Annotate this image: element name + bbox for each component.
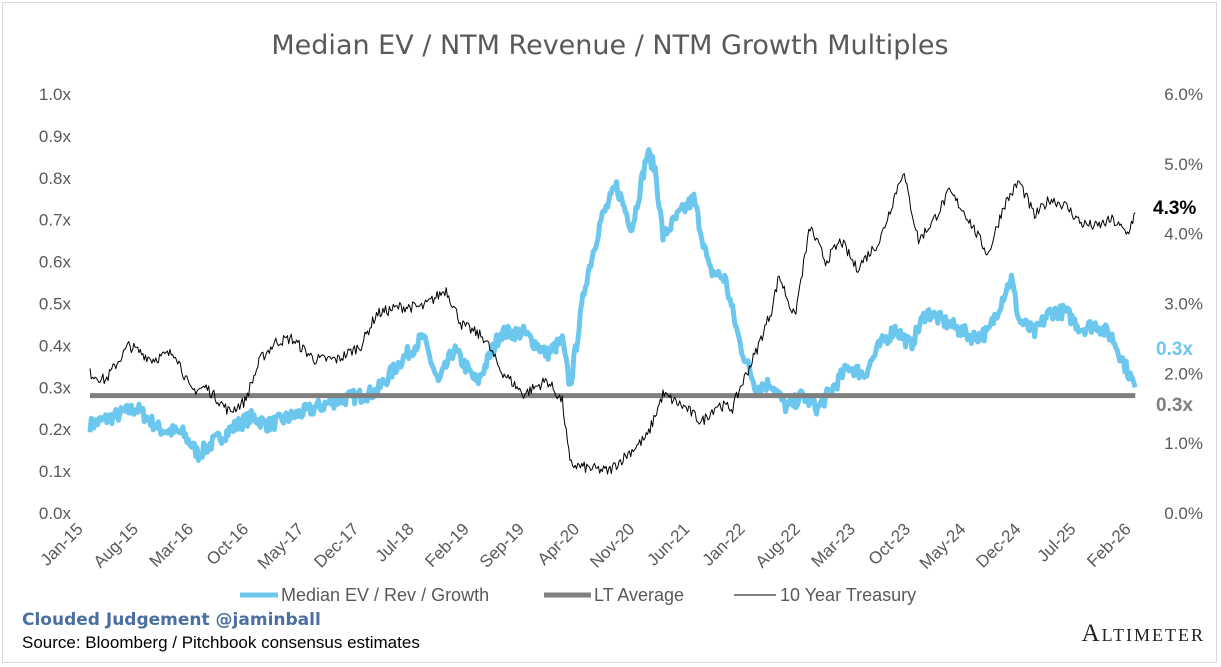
- x-tick-label: Sep-19: [476, 519, 528, 571]
- x-tick-label: May-17: [254, 519, 308, 573]
- x-tick-label: May-24: [916, 519, 970, 573]
- y-left-tick-label: 0.4x: [39, 336, 72, 355]
- x-tick-label: Aug-22: [752, 519, 804, 571]
- y-right-tick-label: 4.0%: [1164, 225, 1203, 244]
- footer-source: Source: Bloomberg / Pitchbook consensus …: [22, 633, 420, 652]
- y-left-tick-label: 0.5x: [39, 295, 72, 314]
- y-left-tick-label: 0.9x: [39, 127, 72, 146]
- y-axis-left: 0.0x 0.1x 0.2x 0.3x 0.4x 0.5x 0.6x 0.7x 0.8x 0.9x…: [39, 85, 72, 523]
- x-tick-label: Oct-16: [203, 519, 253, 569]
- x-tick-label: Jul-18: [372, 519, 418, 565]
- x-tick-label: Mar-23: [808, 519, 860, 571]
- end-label-treasury: 4.3%: [1153, 198, 1196, 219]
- y-left-tick-label: 0.2x: [39, 420, 72, 439]
- y-right-tick-label: 0.0%: [1164, 504, 1203, 523]
- x-tick-label: Feb-26: [1083, 519, 1135, 571]
- y-right-tick-label: 5.0%: [1164, 155, 1203, 174]
- footer-brand: Clouded Judgement @jaminball: [22, 610, 321, 630]
- end-label-multiple: 0.3x: [1156, 339, 1193, 360]
- legend-label-treasury: 10 Year Treasury: [780, 585, 916, 605]
- x-tick-label: Dec-24: [972, 519, 1024, 571]
- legend-label-multiple: Median EV / Rev / Growth: [281, 585, 489, 605]
- end-label-lt-average: 0.3x: [1156, 395, 1193, 416]
- series-layer: [87, 147, 1138, 475]
- y-left-tick-label: 0.3x: [39, 378, 72, 397]
- x-tick-label: Jan-22: [699, 519, 749, 569]
- y-left-tick-label: 0.8x: [39, 169, 72, 188]
- x-tick-label: Jun-21: [643, 519, 693, 569]
- y-left-tick-label: 0.1x: [39, 462, 72, 481]
- x-tick-label: Aug-15: [90, 519, 142, 571]
- y-right-tick-label: 6.0%: [1164, 85, 1203, 104]
- x-tick-label: Dec-17: [310, 519, 362, 571]
- legend: Median EV / Rev / Growth LT Average 10 Y…: [240, 585, 916, 605]
- x-tick-label: Jan-15: [37, 519, 87, 569]
- y-left-tick-label: 0.6x: [39, 253, 72, 272]
- y-right-tick-label: 3.0%: [1164, 295, 1203, 314]
- altimeter-logo: Altimeter: [1081, 620, 1205, 647]
- y-left-tick-label: 1.0x: [39, 85, 72, 104]
- x-tick-label: Oct-23: [865, 519, 915, 569]
- series-line-0: [87, 147, 1138, 463]
- y-left-tick-label: 0.0x: [39, 504, 72, 523]
- y-left-tick-label: 0.7x: [39, 211, 72, 230]
- x-axis: Jan-15 Aug-15 Mar-16 Oct-16 May-17 Dec-17 Jul-…: [37, 519, 1135, 573]
- y-right-tick-label: 2.0%: [1164, 364, 1203, 383]
- y-right-tick-label: 1.0%: [1164, 434, 1203, 453]
- end-labels: 4.3% 0.3x 0.3x: [1153, 198, 1196, 416]
- series-line-2: [89, 173, 1136, 475]
- x-tick-label: Apr-20: [534, 519, 584, 569]
- chart-title: Median EV / NTM Revenue / NTM Growth Mul…: [271, 30, 948, 61]
- x-tick-label: Feb-19: [421, 519, 473, 571]
- legend-label-lt-average: LT Average: [594, 585, 684, 605]
- y-axis-right: 0.0% 1.0% 2.0% 3.0% 4.0% 5.0% 6.0%: [1164, 85, 1203, 523]
- x-tick-label: Nov-20: [586, 519, 638, 571]
- x-tick-label: Mar-16: [146, 519, 198, 571]
- x-tick-label: Jul-25: [1033, 519, 1079, 565]
